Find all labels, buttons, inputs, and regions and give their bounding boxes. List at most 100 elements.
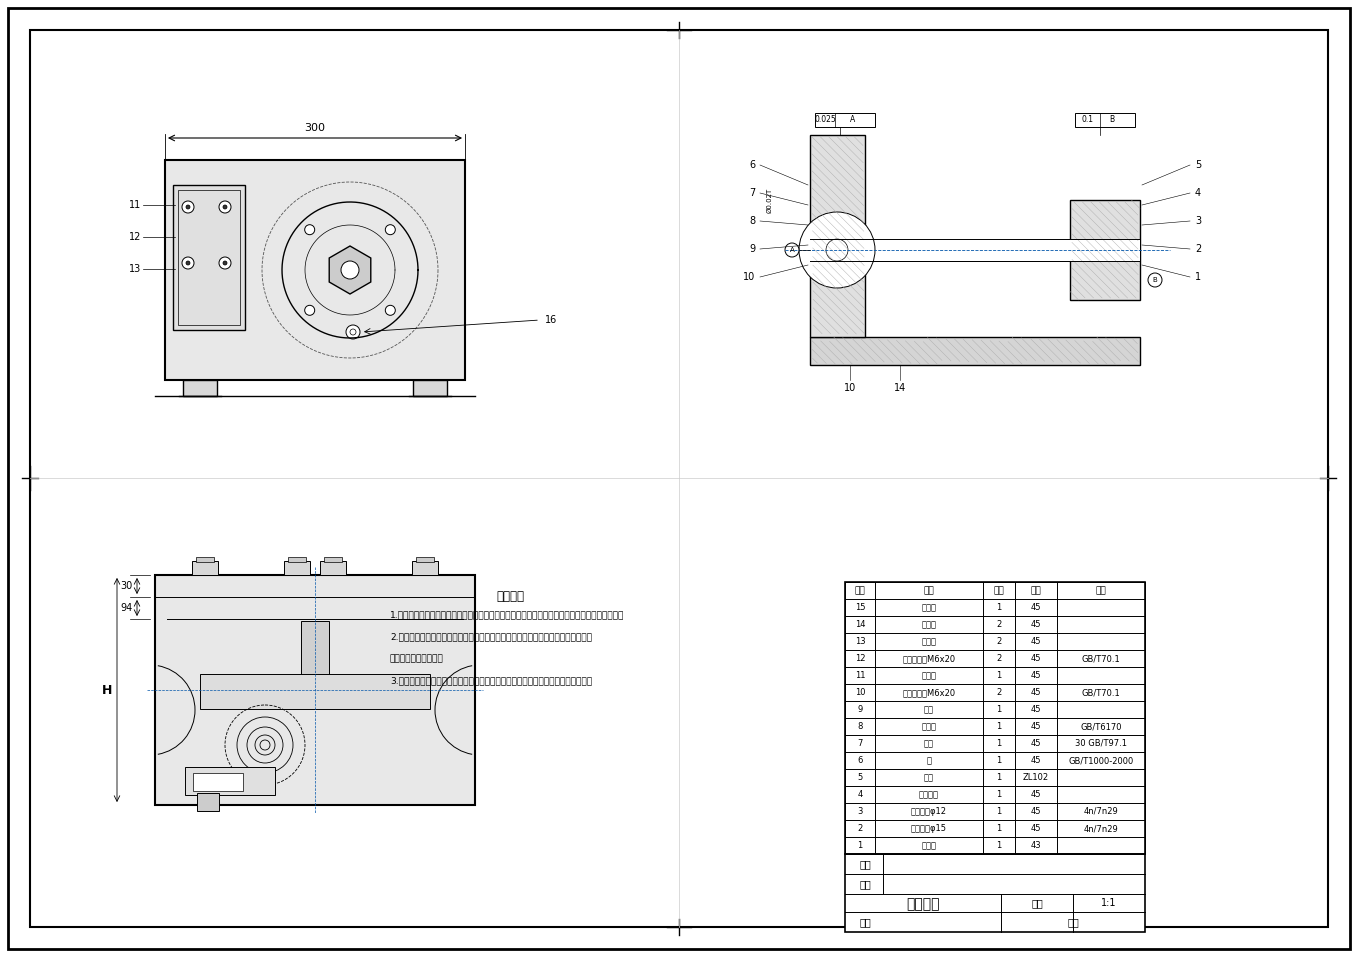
Text: 4n/7n29: 4n/7n29 bbox=[1084, 807, 1119, 816]
Text: GB/T1000-2000: GB/T1000-2000 bbox=[1069, 756, 1134, 765]
Circle shape bbox=[341, 261, 359, 279]
Text: 制图: 制图 bbox=[860, 917, 870, 927]
Text: Ø0.02T: Ø0.02T bbox=[767, 188, 773, 212]
Bar bbox=[155, 575, 475, 805]
Text: 7: 7 bbox=[857, 739, 862, 748]
Circle shape bbox=[346, 325, 360, 339]
Bar bbox=[416, 557, 435, 562]
Text: B: B bbox=[1153, 277, 1157, 283]
Text: 备注: 备注 bbox=[1096, 586, 1107, 595]
Text: 43: 43 bbox=[1031, 841, 1042, 850]
Text: 12: 12 bbox=[129, 232, 141, 242]
Bar bbox=[288, 557, 306, 562]
Bar bbox=[1076, 113, 1135, 127]
Text: 1: 1 bbox=[997, 722, 1002, 731]
Text: 2: 2 bbox=[1195, 244, 1202, 254]
Text: 300: 300 bbox=[304, 123, 326, 133]
Text: 10: 10 bbox=[854, 688, 865, 697]
Bar bbox=[178, 190, 240, 325]
Text: 开口圆盘: 开口圆盘 bbox=[919, 790, 938, 799]
Bar bbox=[197, 793, 219, 811]
Text: 2: 2 bbox=[997, 637, 1002, 646]
Text: 13: 13 bbox=[129, 264, 141, 274]
Circle shape bbox=[223, 261, 227, 265]
Text: 2: 2 bbox=[997, 620, 1002, 629]
Text: 1: 1 bbox=[997, 790, 1002, 799]
Text: 图号: 图号 bbox=[1067, 917, 1078, 927]
Text: 2.零件在装配前必须清理和清洗干净，不得有毛刺、飞边、氧化皮、锻疤、切屑、油: 2.零件在装配前必须清理和清洗干净，不得有毛刺、飞边、氧化皮、锻疤、切屑、油 bbox=[390, 632, 592, 641]
Text: 名称: 名称 bbox=[923, 586, 934, 595]
Bar bbox=[411, 561, 439, 575]
Text: 11: 11 bbox=[854, 671, 865, 680]
Text: 2: 2 bbox=[997, 654, 1002, 663]
Text: 销: 销 bbox=[926, 756, 932, 765]
Circle shape bbox=[186, 261, 190, 265]
Text: 14: 14 bbox=[894, 383, 906, 393]
Text: ZL102: ZL102 bbox=[1023, 773, 1050, 782]
Circle shape bbox=[826, 239, 847, 261]
Bar bbox=[809, 135, 865, 337]
Bar bbox=[815, 113, 875, 127]
Text: 7: 7 bbox=[748, 188, 755, 198]
Text: 45: 45 bbox=[1031, 671, 1042, 680]
Text: 14: 14 bbox=[854, 620, 865, 629]
Text: 45: 45 bbox=[1031, 603, 1042, 612]
Bar bbox=[809, 239, 1139, 261]
Circle shape bbox=[186, 205, 190, 209]
Text: 45: 45 bbox=[1031, 654, 1042, 663]
Text: 壳体卡具: 壳体卡具 bbox=[906, 897, 940, 911]
Text: 1: 1 bbox=[1195, 272, 1200, 282]
Text: 94: 94 bbox=[121, 603, 133, 613]
Bar bbox=[284, 561, 310, 575]
Text: 1: 1 bbox=[997, 824, 1002, 833]
Text: 45: 45 bbox=[1031, 790, 1042, 799]
Text: 1: 1 bbox=[997, 773, 1002, 782]
Text: 13: 13 bbox=[854, 637, 865, 646]
Text: 1: 1 bbox=[857, 841, 862, 850]
Circle shape bbox=[1148, 273, 1162, 287]
Text: 12: 12 bbox=[854, 654, 865, 663]
Text: 1: 1 bbox=[997, 671, 1002, 680]
Text: 45: 45 bbox=[1031, 620, 1042, 629]
Text: 1: 1 bbox=[997, 841, 1002, 850]
Text: 2: 2 bbox=[857, 824, 862, 833]
Text: 支展衬: 支展衬 bbox=[922, 603, 937, 612]
Text: 轴承内: 轴承内 bbox=[922, 722, 937, 731]
Circle shape bbox=[219, 201, 231, 213]
Circle shape bbox=[223, 205, 227, 209]
Bar bbox=[185, 767, 276, 795]
Text: 30 GB/T97.1: 30 GB/T97.1 bbox=[1076, 739, 1127, 748]
Bar bbox=[183, 380, 217, 396]
Circle shape bbox=[219, 257, 231, 269]
Text: 材料: 材料 bbox=[1031, 586, 1042, 595]
Text: 45: 45 bbox=[1031, 637, 1042, 646]
Text: 内六角褢蜕M6x20: 内六角褢蜕M6x20 bbox=[903, 688, 956, 697]
Text: 2: 2 bbox=[997, 688, 1002, 697]
Text: 1: 1 bbox=[997, 739, 1002, 748]
Circle shape bbox=[182, 201, 194, 213]
Circle shape bbox=[799, 212, 875, 288]
Text: 心轴: 心轴 bbox=[923, 705, 934, 714]
Text: 8: 8 bbox=[857, 722, 862, 731]
Text: 45: 45 bbox=[1031, 807, 1042, 816]
Text: 10: 10 bbox=[843, 383, 856, 393]
Circle shape bbox=[386, 305, 395, 315]
Text: 零件: 零件 bbox=[923, 773, 934, 782]
Bar bbox=[193, 773, 243, 791]
Bar bbox=[191, 561, 219, 575]
Text: 45: 45 bbox=[1031, 756, 1042, 765]
Text: 45: 45 bbox=[1031, 824, 1042, 833]
Text: 4: 4 bbox=[857, 790, 862, 799]
Circle shape bbox=[304, 225, 315, 234]
Text: 30: 30 bbox=[121, 581, 133, 591]
Text: 11: 11 bbox=[129, 200, 141, 210]
Text: 定位圈: 定位圈 bbox=[922, 620, 937, 629]
Text: 垃、涂色剂和尘尘等。: 垃、涂色剂和尘尘等。 bbox=[390, 654, 444, 663]
Text: 轴承外圈φ15: 轴承外圈φ15 bbox=[911, 824, 947, 833]
Text: 1: 1 bbox=[997, 603, 1002, 612]
Text: 5: 5 bbox=[1195, 160, 1202, 170]
Text: 1.进入装配的零件及部件（包括外购件、外协件），均必须具有检验部门的合格证方能进行装配。: 1.进入装配的零件及部件（包括外购件、外协件），均必须具有检验部门的合格证方能进… bbox=[390, 610, 625, 619]
Circle shape bbox=[182, 257, 194, 269]
Text: 45: 45 bbox=[1031, 739, 1042, 748]
Text: 定位销: 定位销 bbox=[922, 637, 937, 646]
